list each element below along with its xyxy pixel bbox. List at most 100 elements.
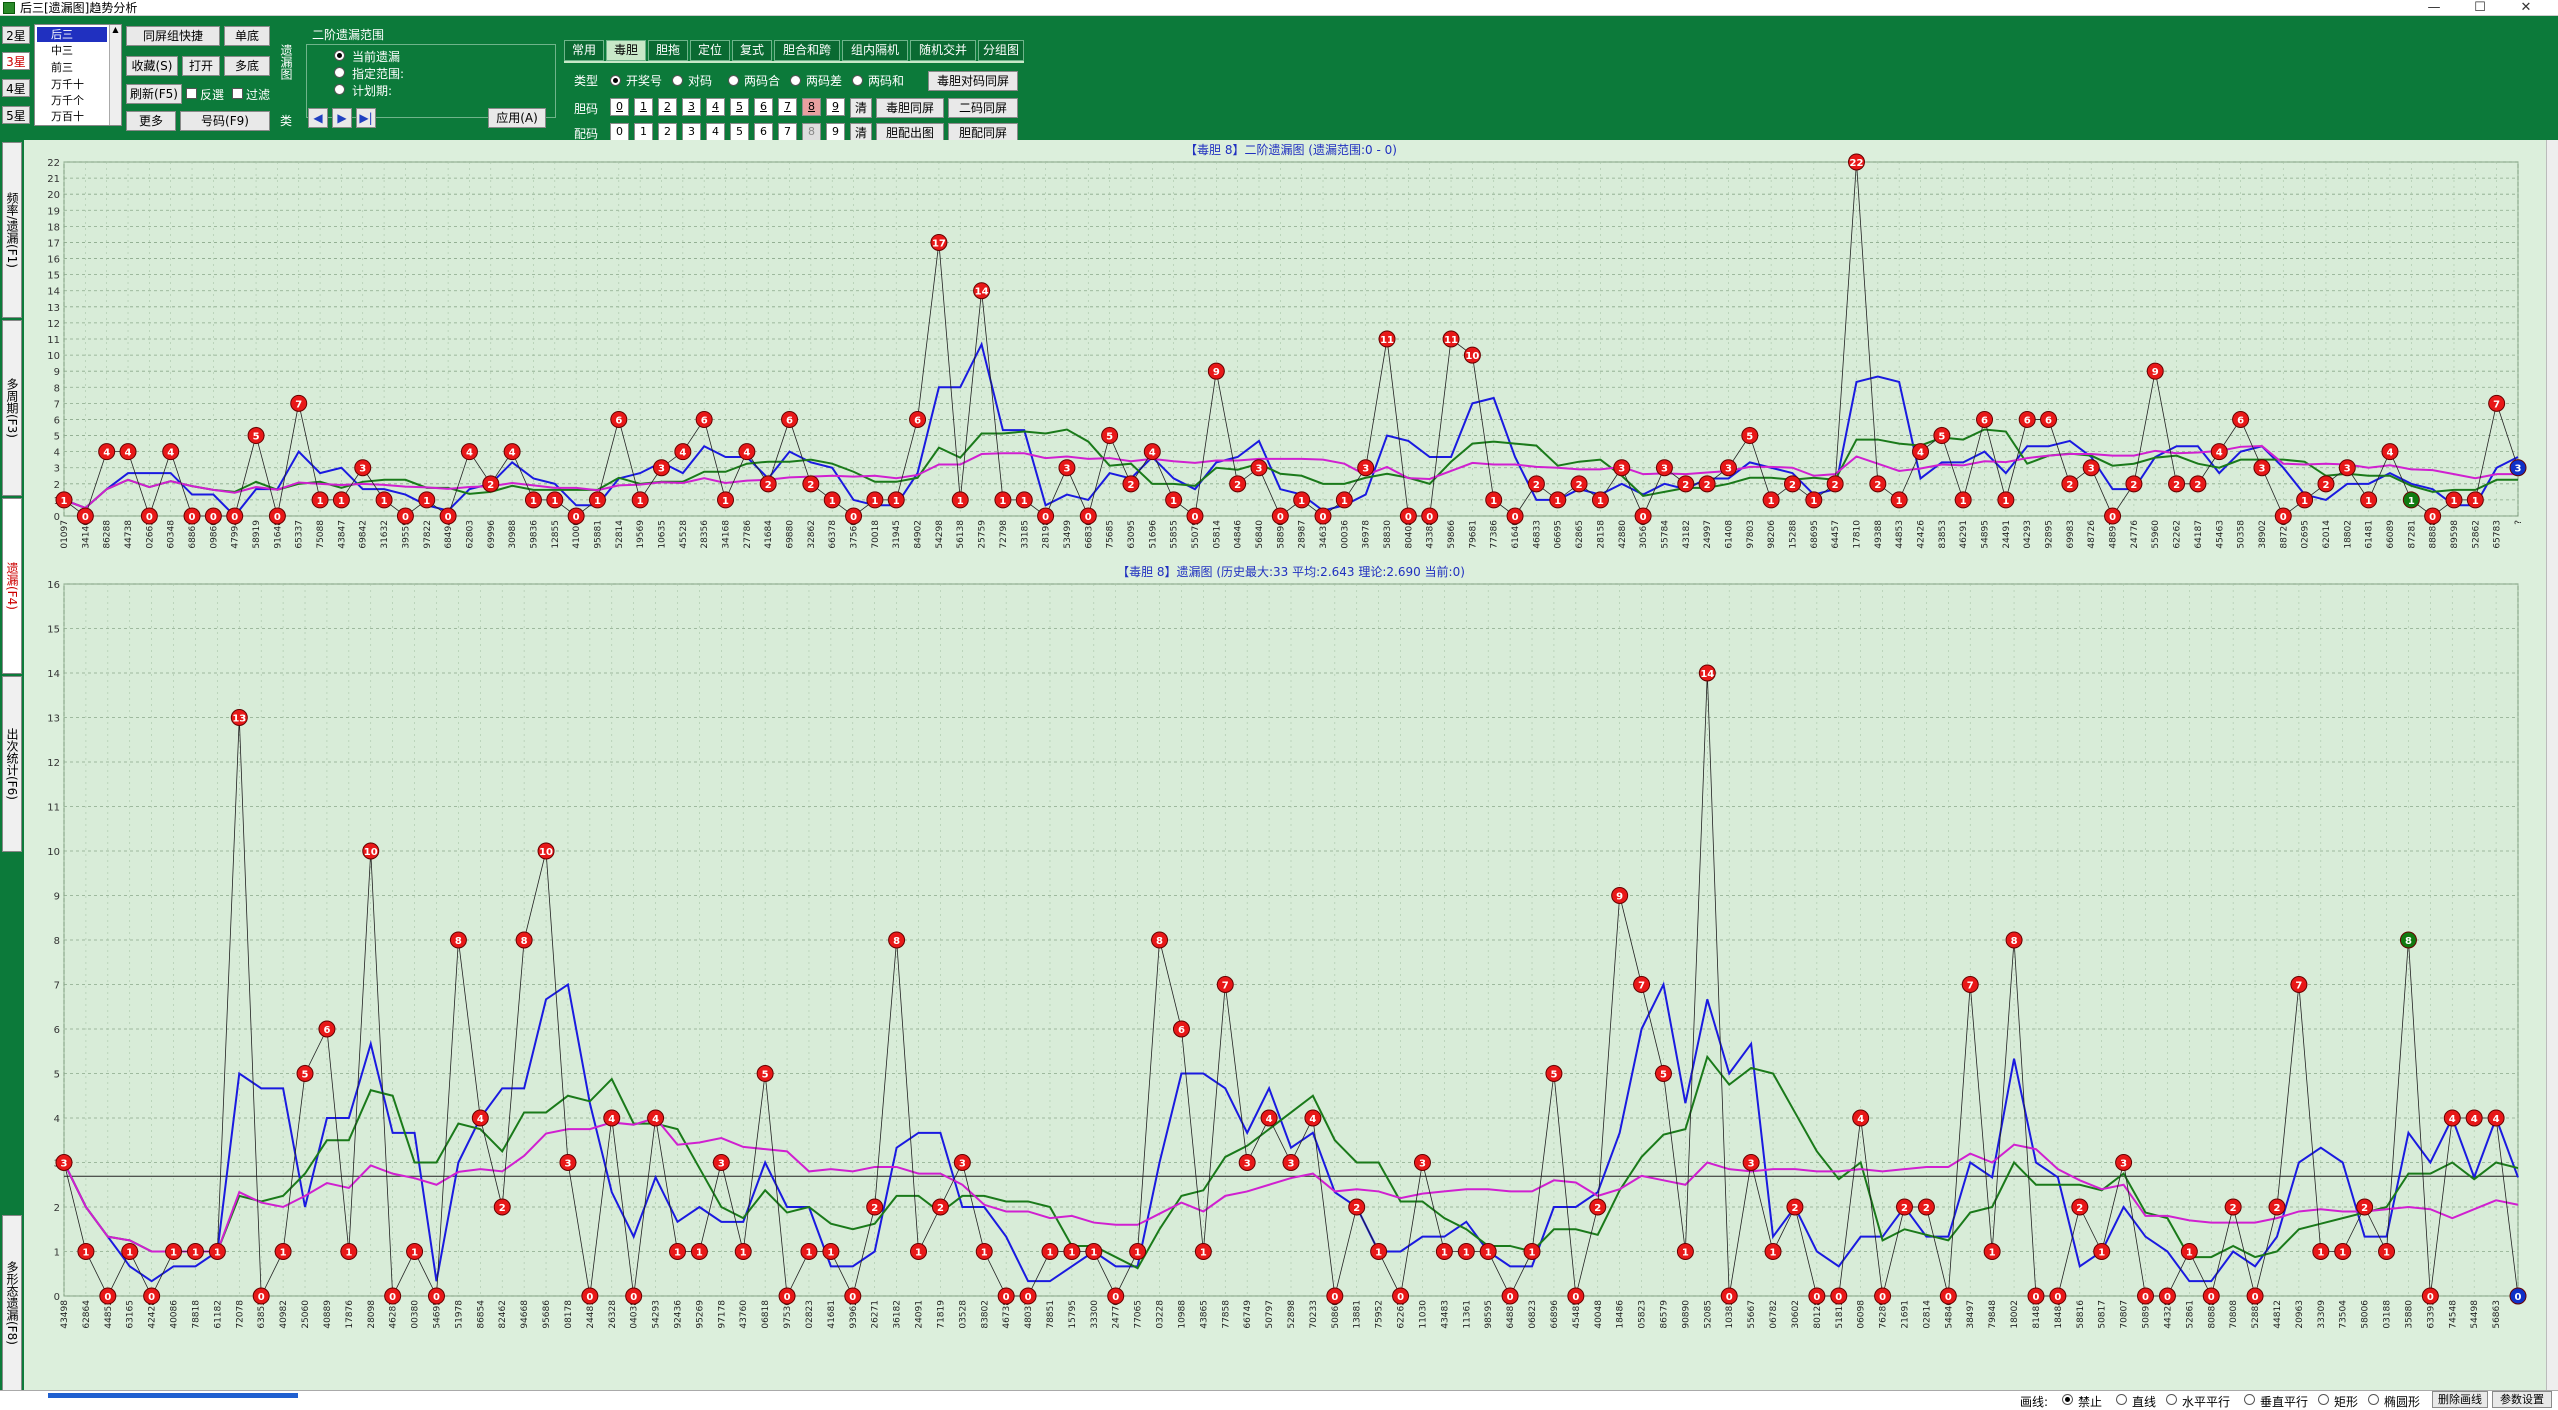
refresh-button[interactable]: 刷新(F5) (126, 84, 182, 104)
tab-dudan[interactable]: 毒胆 (606, 40, 646, 61)
dan-digit-6[interactable]: 6 (754, 98, 773, 116)
nav-last-button[interactable]: ▶| (356, 108, 376, 128)
type-radio-0[interactable] (610, 75, 621, 86)
x-tick-label: 92895 (2045, 520, 2055, 549)
pei-digit-8[interactable]: 8 (802, 123, 821, 141)
settings-button[interactable]: 参数设置 (2492, 1391, 2552, 1408)
pei-digit-6[interactable]: 6 (754, 123, 773, 141)
dan-digit-4[interactable]: 4 (706, 98, 725, 116)
reverse-checkbox[interactable] (186, 88, 197, 99)
maximize-button[interactable]: ☐ (2474, 0, 2486, 15)
side-tab-multi-form[interactable]: 多形态遗漏(F8) (2, 1215, 22, 1391)
side-tab-freq[interactable]: 频率/遗漏(F1) (2, 142, 22, 318)
draw-radio-5[interactable] (2368, 1394, 2379, 1405)
draw-radio-1[interactable] (2116, 1394, 2127, 1405)
vertical-scrollbar[interactable] (2546, 140, 2558, 1390)
type-radio-4[interactable] (852, 75, 863, 86)
pei-digit-7[interactable]: 7 (778, 123, 797, 141)
y-tick-label: 2 (54, 1203, 60, 1214)
type-radio-1[interactable] (672, 75, 683, 86)
pei-digit-2[interactable]: 2 (658, 123, 677, 141)
position-item-0[interactable]: 后三 (37, 27, 107, 42)
number-button[interactable]: 号码(F9) (180, 111, 270, 131)
pei-digit-9[interactable]: 9 (826, 123, 845, 141)
favorites-button[interactable]: 收藏(S) (126, 56, 178, 76)
tab-2-star[interactable]: 2星 (2, 26, 30, 44)
data-point (1413, 1154, 1431, 1171)
tab-5-star[interactable]: 5星 (2, 106, 30, 124)
position-item-5[interactable]: 万百十 (51, 110, 84, 123)
danpei-chart-button[interactable]: 胆配出图 (876, 123, 944, 143)
single-bottom-button[interactable]: 单底 (224, 26, 270, 46)
pei-digit-1[interactable]: 1 (634, 123, 653, 141)
type-radio-3[interactable] (790, 75, 801, 86)
tab-common[interactable]: 常用 (564, 40, 604, 61)
pei-digit-5[interactable]: 5 (730, 123, 749, 141)
tab-position[interactable]: 定位 (690, 40, 730, 61)
position-list[interactable]: 后三 中三 前三 万千十 万千个 万百十 ▲ (34, 24, 122, 126)
range-radio-specified[interactable] (334, 67, 345, 78)
range-radio-current[interactable] (334, 50, 345, 61)
tab-random-merge[interactable]: 随机交并 (910, 40, 976, 61)
data-point (1997, 491, 2015, 509)
data-label: 3 (1661, 464, 1668, 475)
dan-digit-1[interactable]: 1 (634, 98, 653, 116)
x-tick-label: 06098 (1857, 1300, 1867, 1329)
erma-same-screen-button[interactable]: 二码同屏 (948, 98, 1018, 118)
dan-digit-9[interactable]: 9 (826, 98, 845, 116)
pei-digit-3[interactable]: 3 (682, 123, 701, 141)
position-list-scrollbar[interactable]: ▲ (109, 25, 121, 125)
more-button[interactable]: 更多 (126, 111, 176, 131)
dan-digit-5[interactable]: 5 (730, 98, 749, 116)
chart-omission: 【毒胆 8】遗漏图 (历史最大:33 平均:2.643 理论:2.690 当前:… (47, 564, 2527, 1329)
dan-digit-2[interactable]: 2 (658, 98, 677, 116)
tab-3-star[interactable]: 3星 (2, 52, 30, 70)
draw-radio-2[interactable] (2166, 1394, 2177, 1405)
dan-same-screen-button[interactable]: 毒胆同屏 (876, 98, 944, 118)
side-tab-count-stats[interactable]: 出次统计(F6) (2, 676, 22, 852)
position-item-4[interactable]: 万千个 (51, 94, 84, 107)
data-point (1378, 330, 1396, 348)
danpei-same-screen-button[interactable]: 胆配同屏 (948, 123, 1018, 143)
pei-label: 配码 (574, 127, 599, 141)
apply-button[interactable]: 应用(A) (488, 108, 546, 128)
draw-radio-0[interactable] (2062, 1394, 2073, 1405)
tab-group-random[interactable]: 组内隔机 (842, 40, 908, 61)
dan-digit-7[interactable]: 7 (778, 98, 797, 116)
side-tab-multi-period[interactable]: 多周期(F3) (2, 320, 22, 496)
tab-dantuo[interactable]: 胆拖 (648, 40, 688, 61)
dan-digit-8[interactable]: 8 (802, 98, 821, 116)
combo-shortcut-dropdown[interactable]: 同屏组快捷 (126, 26, 220, 46)
x-tick-label: 40048 (1594, 1300, 1604, 1329)
pei-digit-0[interactable]: 0 (610, 123, 629, 141)
position-item-1[interactable]: 中三 (51, 44, 73, 57)
minimize-button[interactable]: — (2427, 0, 2441, 15)
side-tab-omission[interactable]: 遗漏(F4) (2, 498, 22, 674)
dan-digit-3[interactable]: 3 (682, 98, 701, 116)
tab-4-star[interactable]: 4星 (2, 79, 30, 97)
open-button[interactable]: 打开 (182, 56, 220, 76)
data-point (460, 443, 478, 461)
delete-lines-button[interactable]: 删除画线 (2432, 1391, 2488, 1408)
tab-group-chart[interactable]: 分组图 (978, 40, 1024, 61)
multi-bottom-button[interactable]: 多底 (224, 56, 270, 76)
data-point (340, 1243, 358, 1260)
tab-sum-span[interactable]: 胆合和跨 (774, 40, 840, 61)
position-item-3[interactable]: 万千十 (51, 78, 84, 91)
dan-digit-0[interactable]: 0 (610, 98, 629, 116)
nav-prev-button[interactable]: ◀ (308, 108, 328, 128)
close-button[interactable]: ✕ (2520, 0, 2532, 15)
pei-digit-4[interactable]: 4 (706, 123, 725, 141)
nav-next-button[interactable]: ▶ (332, 108, 352, 128)
tab-compound[interactable]: 复式 (732, 40, 772, 61)
range-radio-plan[interactable] (334, 84, 345, 95)
dan-duima-same-screen-button[interactable]: 毒胆对码同屏 (928, 71, 1018, 91)
x-tick-label: 62262 (1397, 1300, 1407, 1329)
filter-checkbox[interactable] (232, 88, 243, 99)
draw-radio-4[interactable] (2318, 1394, 2329, 1405)
dan-clear-button[interactable]: 清 (850, 98, 872, 118)
draw-radio-3[interactable] (2244, 1394, 2255, 1405)
position-item-2[interactable]: 前三 (51, 61, 73, 74)
data-point (1485, 491, 1503, 509)
type-radio-2[interactable] (728, 75, 739, 86)
